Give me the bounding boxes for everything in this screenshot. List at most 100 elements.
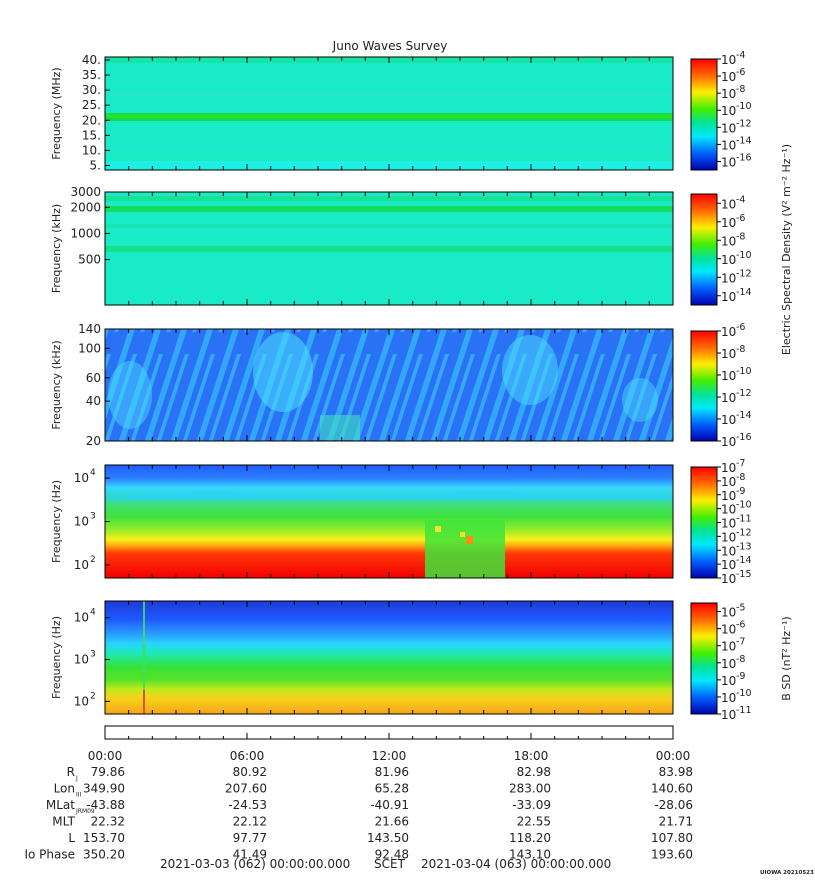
y-tick-label: 10 (74, 694, 89, 708)
colorbar-tick-exponent: -12 (736, 118, 752, 129)
colorbar-tick-exponent: -10 (736, 250, 752, 261)
ephemeris-value: 350.20 (83, 848, 125, 862)
y-tick-label: 500 (78, 253, 101, 267)
y-tick-label: 10 (74, 515, 89, 529)
time-tick-label: 00:00 (88, 749, 123, 763)
y-tick-label: 10 (74, 471, 89, 485)
colorbar-tick-base: 10 (721, 461, 736, 475)
time-tick-label: 00:00 (656, 749, 691, 763)
colorbar-tick-base: 10 (721, 104, 736, 118)
ephemeris-value: -40.91 (370, 798, 409, 812)
ephemeris-value: 349.90 (83, 782, 125, 796)
ephemeris-value: -33.09 (512, 798, 551, 812)
ephemeris-label: R (67, 765, 75, 779)
footer-end-time: 2021-03-04 (063) 00:00:00.000 (421, 857, 611, 871)
colorbar-tick-base: 10 (721, 691, 736, 705)
colorbar-tick-base: 10 (721, 391, 736, 405)
y-axis-label: Frequency (MHz) (50, 67, 63, 159)
colorbar-tick-exponent: -5 (736, 603, 745, 614)
colorbar-tick-base: 10 (721, 606, 736, 620)
ephemeris-value: 80.92 (233, 765, 267, 779)
colorbar-tick-exponent: -7 (736, 637, 745, 648)
colorbar (690, 330, 718, 442)
y-tick-label: 25. (82, 98, 101, 112)
colorbar-tick-exponent: -8 (736, 654, 745, 665)
y-tick-exponent: 4 (90, 608, 96, 618)
time-tick-label: 18:00 (514, 749, 549, 763)
panel-4-spectrogram (104, 464, 674, 579)
colorbar-tick-base: 10 (721, 87, 736, 101)
colorbar-tick-base: 10 (721, 271, 736, 285)
colorbar-tick-base: 10 (721, 475, 736, 489)
colorbar-tick-base: 10 (721, 489, 736, 503)
ephemeris-value: 118.20 (509, 831, 551, 845)
colorbar-tick-exponent: -7 (736, 458, 745, 469)
colorbar-tick-exponent: -14 (736, 287, 752, 298)
colorbar-tick-exponent: -8 (736, 231, 745, 242)
y-tick-label: 5. (90, 158, 101, 172)
colorbar-tick-exponent: -8 (736, 84, 745, 95)
y-tick-exponent: 2 (90, 555, 96, 565)
ephemeris-value: 193.60 (651, 848, 693, 862)
colorbar-tick-exponent: -10 (736, 366, 752, 377)
colorbar-tick-exponent: -13 (736, 541, 752, 552)
colorbar-tick-exponent: -10 (736, 500, 752, 511)
colorbar-tick-exponent: -8 (736, 472, 745, 483)
colorbar-tick-base: 10 (721, 544, 736, 558)
ephemeris-label: MLT (52, 815, 75, 829)
colorbar-tick-base: 10 (721, 253, 736, 267)
ephemeris-value: 79.86 (91, 765, 125, 779)
y-tick-label: 10 (74, 611, 89, 625)
colorbar-tick-base: 10 (721, 138, 736, 152)
ephemeris-value: 81.96 (375, 765, 409, 779)
ephemeris-label-subscript: III (76, 792, 82, 799)
ephemeris-value: 143.10 (509, 848, 551, 862)
ephemeris-value: 41.49 (233, 848, 267, 862)
panel-2-spectrogram (104, 191, 674, 306)
colorbar-label: Electric Spectral Density (V² m⁻² Hz⁻¹) (780, 144, 793, 355)
colorbar-tick-exponent: -10 (736, 688, 752, 699)
colorbar-tick-exponent: -6 (736, 322, 745, 333)
ephemeris-value: 140.60 (651, 782, 693, 796)
panel-5-spectrogram (104, 600, 674, 715)
ephemeris-value: -28.06 (654, 798, 693, 812)
colorbar-tick-exponent: -11 (736, 705, 752, 716)
colorbar-tick-exponent: -6 (736, 620, 745, 631)
y-tick-exponent: 3 (90, 512, 96, 522)
y-tick-label: 10 (74, 558, 89, 572)
y-tick-label: 100 (78, 341, 101, 355)
ephemeris-value: 207.60 (225, 782, 267, 796)
colorbar (690, 193, 718, 306)
y-tick-label: 40 (86, 394, 101, 408)
y-tick-exponent: 2 (90, 691, 96, 701)
ephemeris-label-subscript: J (75, 775, 78, 782)
colorbar-tick-exponent: -4 (736, 194, 745, 205)
colorbar-tick-exponent: -12 (736, 527, 752, 538)
ephemeris-value: -43.88 (86, 798, 125, 812)
colorbar-tick-base: 10 (721, 530, 736, 544)
y-tick-label: 10. (82, 143, 101, 157)
time-tick-label: 12:00 (372, 749, 407, 763)
ephemeris-value: 82.98 (517, 765, 551, 779)
colorbar-tick-base: 10 (721, 216, 736, 230)
ephemeris-label-subscript: JRM09 (75, 808, 95, 815)
colorbar-tick-base: 10 (721, 708, 736, 722)
ephemeris-value: 22.55 (517, 815, 551, 829)
y-tick-label: 2000 (70, 200, 101, 214)
y-tick-exponent: 3 (90, 650, 96, 660)
colorbar-tick-base: 10 (721, 234, 736, 248)
colorbar-tick-exponent: -4 (736, 50, 745, 61)
colorbar-tick-exponent: -9 (736, 671, 745, 682)
colorbar-tick-exponent: -14 (736, 555, 752, 566)
colorbar-tick-exponent: -14 (736, 135, 752, 146)
y-axis-label: Frequency (Hz) (50, 616, 63, 699)
colorbar-tick-base: 10 (721, 674, 736, 688)
colorbar-tick-exponent: -11 (736, 514, 752, 525)
ephemeris-value: -24.53 (228, 798, 267, 812)
colorbar-tick-exponent: -14 (736, 410, 752, 421)
y-tick-label: 60 (86, 371, 101, 385)
ephemeris-label: L (68, 831, 75, 845)
ephemeris-value: 22.32 (91, 815, 125, 829)
colorbar-tick-base: 10 (721, 558, 736, 572)
ephemeris-value: 153.70 (83, 831, 125, 845)
